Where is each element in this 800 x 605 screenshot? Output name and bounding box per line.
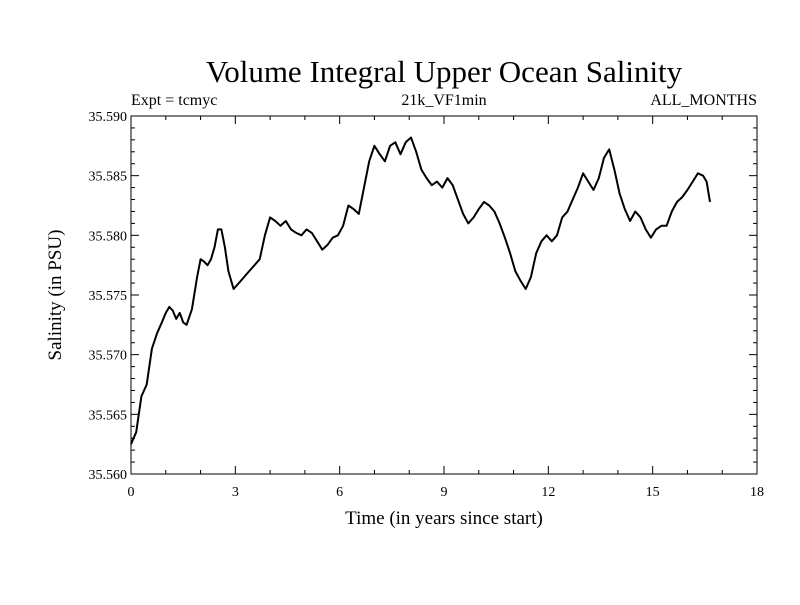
x-tick-label: 15	[646, 485, 660, 500]
y-tick-label: 35.560	[89, 468, 128, 483]
chart-title: Volume Integral Upper Ocean Salinity	[206, 54, 683, 89]
y-tick-label: 35.565	[89, 408, 128, 423]
y-tick-label: 35.585	[89, 170, 128, 185]
x-tick-label: 6	[336, 485, 343, 500]
series-line-salinity	[130, 136, 711, 445]
y-tick-label: 35.570	[89, 349, 128, 364]
x-tick-label: 18	[750, 485, 764, 500]
plot-frame	[130, 115, 758, 475]
ticks-layer: 0 3 6 9 12 15 18 35.560 35.565 35.570 35.575 35.580…	[89, 110, 765, 500]
x-axis-label: Time (in years since start)	[345, 508, 543, 529]
x-tick-label: 9	[441, 485, 448, 500]
subtitle-run: 21k_VF1min	[401, 92, 486, 109]
line-layer	[130, 136, 711, 445]
subtitle-months: ALL_MONTHS	[650, 92, 757, 109]
x-tick-label: 12	[541, 485, 555, 500]
x-tick-label: 0	[128, 485, 135, 500]
y-tick-label: 35.590	[89, 110, 128, 125]
x-tick-label: 3	[232, 485, 239, 500]
y-tick-label: 35.575	[89, 289, 128, 304]
y-axis-label: Salinity (in PSU)	[45, 230, 66, 361]
y-tick-label: 35.580	[89, 229, 128, 244]
subtitle-experiment: Expt = tcmyc	[131, 92, 217, 109]
